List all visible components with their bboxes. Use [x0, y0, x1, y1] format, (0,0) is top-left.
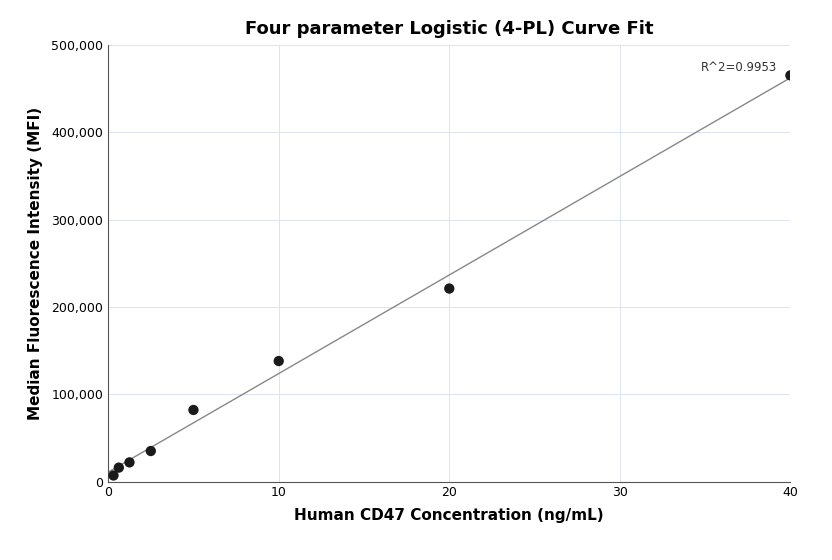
- Point: [123, 458, 136, 467]
- Y-axis label: Median Fluorescence Intensity (MFI): Median Fluorescence Intensity (MFI): [28, 106, 43, 420]
- Point: [443, 284, 456, 293]
- Point: [106, 471, 120, 480]
- X-axis label: Human CD47 Concentration (ng/mL): Human CD47 Concentration (ng/mL): [295, 508, 604, 523]
- Point: [144, 446, 157, 455]
- Point: [112, 463, 126, 472]
- Point: [272, 357, 285, 366]
- Text: R^2=0.9953: R^2=0.9953: [701, 60, 777, 73]
- Point: [784, 71, 797, 80]
- Title: Four parameter Logistic (4-PL) Curve Fit: Four parameter Logistic (4-PL) Curve Fit: [245, 20, 653, 38]
- Point: [186, 405, 201, 414]
